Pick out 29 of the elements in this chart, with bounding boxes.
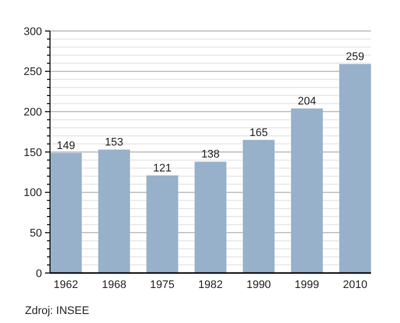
bar [146,175,178,273]
y-tick-label: 50 [30,228,42,240]
x-tick-label: 1975 [150,279,175,291]
bar [339,64,371,273]
data-label: 121 [153,162,172,174]
x-tick-label: 1999 [294,279,320,291]
y-tick-label: 300 [24,26,42,38]
y-tick-label: 250 [24,66,42,78]
x-tick-label: 1962 [54,279,78,291]
bar [194,162,226,273]
x-tick-label: 1968 [102,279,126,291]
x-tick-label: 1982 [198,279,223,291]
data-label: 138 [201,148,220,161]
y-tick-label: 0 [36,268,42,280]
text: Zdroj: INSEE [25,305,90,317]
bar [50,152,82,273]
x-tick-label: 1990 [246,279,271,291]
y-tick-label: 100 [24,187,42,200]
data-label: 149 [56,140,76,152]
data-label: 204 [298,95,316,108]
y-tick-label: 200 [24,106,42,119]
bar [242,140,275,273]
x-tick-label: 2010 [342,279,368,291]
data-label: 259 [346,51,364,64]
bar [98,150,130,273]
data-label: 153 [104,136,124,149]
bar [290,108,323,273]
data-label: 165 [250,126,268,139]
y-tick-label: 150 [24,146,42,159]
